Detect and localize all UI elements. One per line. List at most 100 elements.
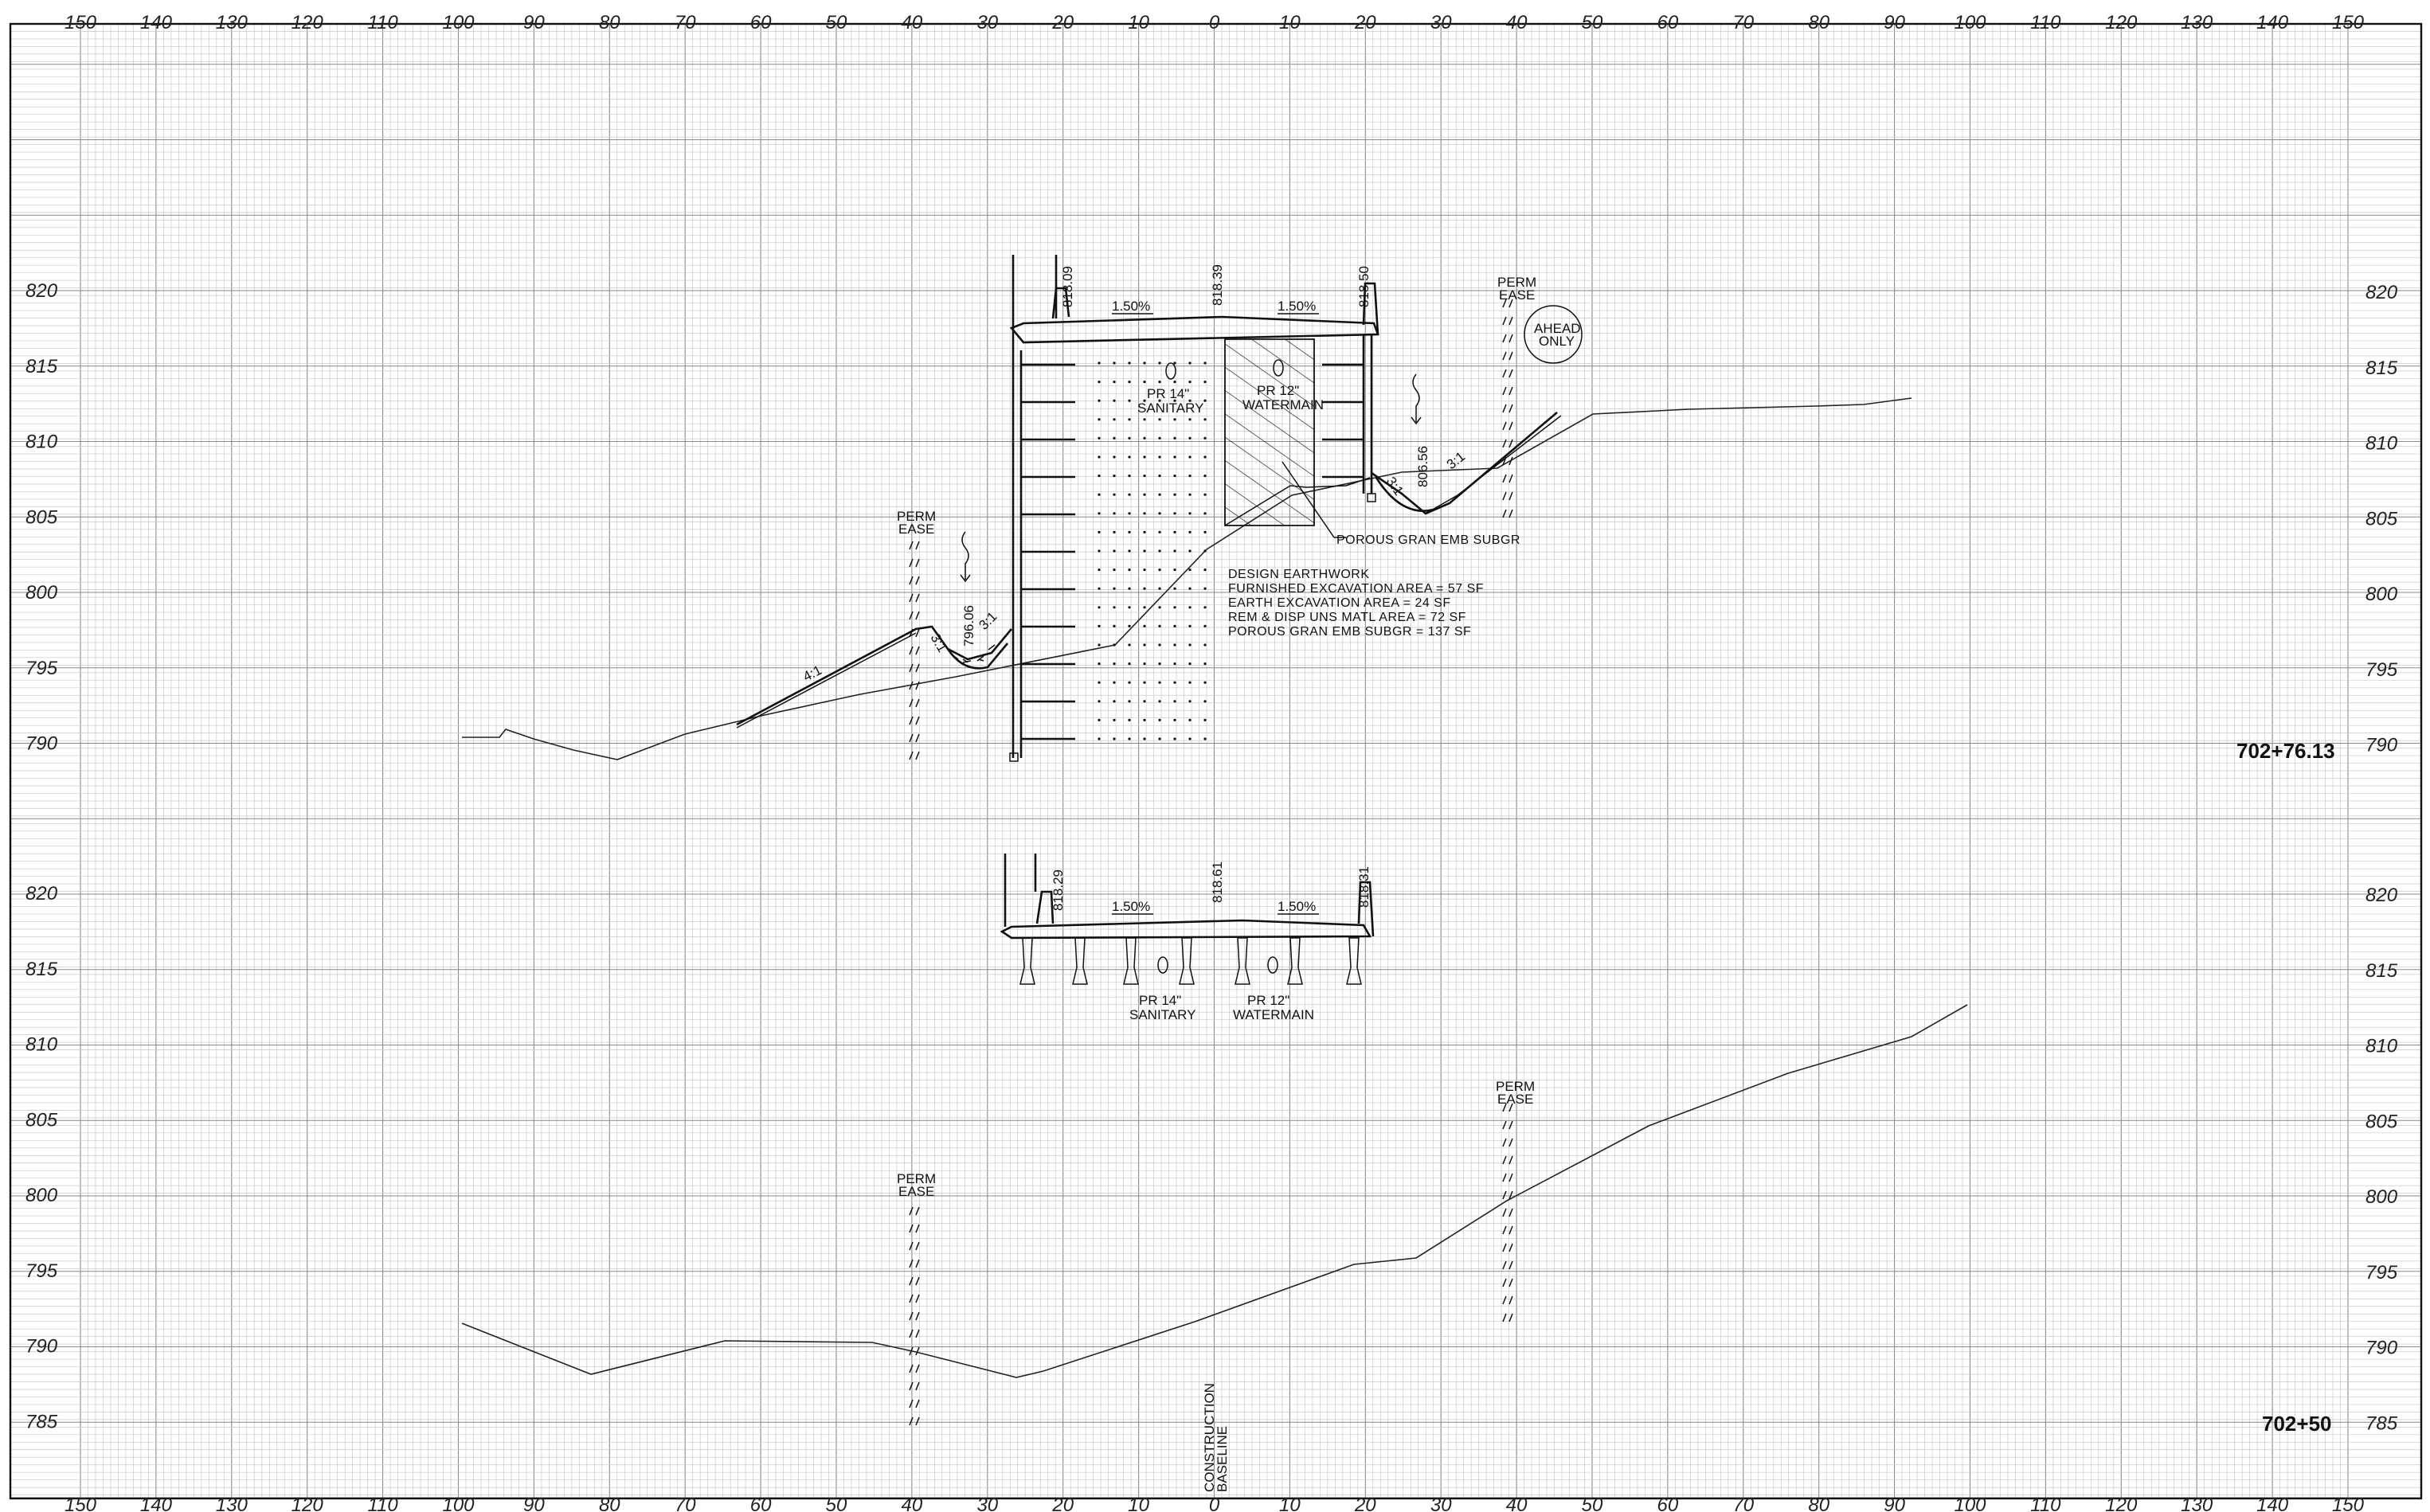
offset-tick-label: 80 [1808, 12, 1829, 33]
elevation-label: 810 [2365, 1036, 2398, 1057]
offset-tick-label: 150 [2332, 12, 2365, 33]
elevation-label: 785 [25, 1411, 58, 1432]
gran-dot [1128, 700, 1131, 703]
offset-tick-label: 50 [826, 1494, 847, 1512]
offset-tick-label: 140 [2256, 12, 2289, 33]
easement-hatch-mark [909, 751, 920, 760]
perm-ease-right-hatch [1502, 299, 1513, 518]
left-side-slope-lower [736, 632, 917, 729]
gran-dot [1203, 493, 1207, 496]
gran-dot [1173, 418, 1176, 421]
elevation-label: 800 [25, 582, 58, 604]
offset-tick-label: 10 [1279, 1494, 1301, 1512]
perm-ease-right-2-l2: EASE [1497, 1092, 1533, 1107]
barrier-left-2 [1035, 890, 1055, 924]
perm-ease-left-1-l2: EASE [898, 522, 934, 537]
easement-hatch-mark [1502, 474, 1513, 483]
sanitary-pipe-symbol [1165, 362, 1176, 380]
offset-tick-label: 80 [1808, 1494, 1829, 1512]
offset-tick-label: 70 [675, 1494, 696, 1512]
offset-tick-label: 30 [976, 12, 998, 33]
gran-dot [1128, 418, 1131, 421]
easement-hatch-mark [1502, 369, 1513, 378]
wall-footing [1009, 752, 1019, 762]
gran-dot [1188, 662, 1192, 666]
gran-dot [1158, 361, 1161, 365]
offset-tick-label: 90 [1884, 12, 1905, 33]
watermain-pipe-symbol [1273, 359, 1284, 377]
gran-dot [1098, 643, 1101, 647]
offset-tick-label: 140 [140, 1494, 173, 1512]
mse-wall-reinforcement [1021, 363, 1364, 740]
gran-dot [1128, 643, 1131, 647]
elevation-label: 815 [25, 356, 58, 377]
offset-tick-label: 130 [2181, 1494, 2213, 1512]
easement-hatch-mark [909, 733, 920, 743]
barrier-left-1 [1051, 287, 1070, 319]
easement-hatch-mark [909, 1294, 920, 1303]
gran-dot [1158, 418, 1161, 421]
gran-dot [1098, 475, 1101, 478]
elevation-label: 810 [25, 1034, 58, 1056]
offset-tick-label: 130 [216, 12, 248, 33]
gran-dot [1173, 436, 1176, 440]
gran-dot [1143, 662, 1146, 666]
easement-hatch-mark [1502, 509, 1513, 518]
road-deck-section1 [1009, 315, 1379, 344]
gran-dot [1203, 587, 1207, 590]
easement-hatch-mark [1502, 1313, 1513, 1323]
easement-hatch-mark [1502, 1155, 1513, 1165]
gran-dot [1173, 643, 1176, 647]
gran-dot [1173, 455, 1176, 459]
offset-tick-label: 100 [1954, 1494, 1986, 1512]
gran-dot [1143, 643, 1146, 647]
offset-tick-label: 120 [292, 1494, 324, 1512]
gran-dot [1098, 361, 1101, 365]
gran-dot [1113, 399, 1116, 402]
perm-ease-right-2-l1: PERM [1496, 1079, 1535, 1094]
elevation-label: 795 [2365, 1262, 2398, 1283]
offset-tick-label: 150 [2332, 1494, 2365, 1512]
construction-baseline-l1: CONSTRUCTION [1202, 1383, 1217, 1492]
gran-dot [1188, 399, 1192, 402]
gran-dot [1098, 700, 1101, 703]
offset-tick-label: 40 [1506, 12, 1528, 33]
gran-dot [1203, 700, 1207, 703]
gran-dot [1128, 587, 1131, 590]
elevation-label: 805 [2365, 508, 2398, 529]
easement-hatch-mark [909, 1346, 920, 1356]
gran-dot [1098, 587, 1101, 590]
elevation-label: 810 [2365, 433, 2398, 455]
elevation-label: 815 [2365, 357, 2398, 379]
easement-hatch-mark [1502, 1120, 1513, 1130]
section-702-50: 702+50 1.50% 1.50% 818.29 818.61 818.31 … [461, 854, 2331, 1492]
gran-dot [1113, 662, 1116, 666]
watermain-fill-area [1224, 338, 1315, 526]
bridge-girders [1019, 937, 1362, 985]
bottom-offset-scale: 150 140 130 120 110 100 90 80 70 60 50 40 30 20 10 0 10 2… [65, 1494, 2365, 1512]
gran-dot [1113, 606, 1116, 609]
girder [1235, 937, 1250, 985]
gran-dot [1173, 681, 1176, 684]
elevation-label: 795 [2365, 659, 2398, 681]
gran-dot [1098, 737, 1101, 740]
gran-dot [1188, 700, 1192, 703]
elevation-label: 815 [25, 959, 58, 980]
easement-hatch-mark [1502, 1208, 1513, 1217]
offset-tick-label: 30 [976, 1494, 998, 1512]
elev-818-29: 818.29 [1051, 869, 1066, 911]
gran-dot [1098, 624, 1101, 628]
gran-dot [1158, 700, 1161, 703]
gran-dot [1173, 662, 1176, 666]
slope-label-right-1: 1.50% [1278, 299, 1316, 314]
gran-dot [1188, 718, 1192, 722]
gran-dot [1098, 681, 1101, 684]
perm-ease-left-hatch [909, 541, 920, 760]
ahead-only-l2: ONLY [1539, 334, 1575, 349]
easement-hatch-mark [1502, 316, 1513, 326]
offset-tick-label: 110 [367, 1494, 398, 1512]
riprap-left [946, 643, 1008, 670]
gran-dot [1113, 568, 1116, 572]
easement-hatch-mark [1502, 1260, 1513, 1270]
